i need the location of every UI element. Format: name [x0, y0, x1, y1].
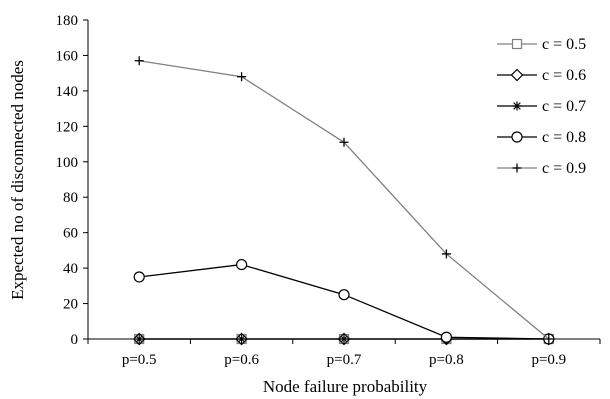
- y-tick-label: 60: [63, 226, 78, 242]
- legend-label: c = 0.9: [542, 160, 586, 177]
- y-tick-label: 80: [63, 190, 78, 206]
- legend-label: c = 0.5: [542, 36, 586, 53]
- x-tick-label: p=0.6: [224, 352, 259, 368]
- legend: c = 0.5 c = 0.6 c = 0.7 c = 0.8 c = 0.9: [497, 36, 586, 177]
- legend-entry: c = 0.9: [497, 160, 586, 177]
- data-point: [338, 289, 350, 301]
- y-tick-label: 100: [56, 155, 79, 171]
- data-point: [512, 101, 522, 111]
- y-tick-label: 160: [56, 48, 79, 64]
- y-tick-label: 40: [63, 261, 78, 277]
- data-point: [511, 38, 523, 50]
- data-point: [339, 137, 349, 147]
- legend-entry: c = 0.6: [497, 67, 586, 84]
- legend-label: c = 0.8: [542, 129, 586, 146]
- data-point: [133, 271, 145, 283]
- y-tick-label: 140: [56, 84, 79, 100]
- series-c-0-9: [134, 56, 554, 344]
- legend-entry: c = 0.8: [497, 129, 586, 146]
- data-point: [440, 331, 452, 343]
- data-point: [134, 56, 144, 66]
- legend-entry: c = 0.7: [497, 98, 586, 115]
- y-tick-label: 20: [63, 297, 78, 313]
- y-axis-title: Expected no of disconnected nodes: [8, 60, 27, 300]
- series-line: [139, 263, 549, 340]
- x-tick-label: p=0.8: [429, 352, 464, 368]
- data-point: [237, 72, 247, 82]
- y-tick-label: 180: [56, 13, 79, 29]
- data-point: [511, 131, 523, 143]
- y-tick-label: 120: [56, 119, 79, 135]
- data-point: [134, 334, 144, 344]
- legend-entry: c = 0.5: [497, 36, 586, 53]
- data-point: [544, 334, 554, 344]
- y-tick-label: 0: [71, 332, 79, 348]
- legend-label: c = 0.6: [542, 67, 586, 84]
- axes: 0 20 40 60 80 100 120 140 160 180 p=0.5 p=0.6 p=0.7 p…: [56, 13, 601, 368]
- data-point: [339, 334, 349, 344]
- legend-label: c = 0.7: [542, 98, 586, 115]
- data-point: [236, 258, 248, 271]
- data-point: [512, 163, 522, 173]
- series-c-0-7: [134, 334, 554, 344]
- data-point: [237, 334, 247, 344]
- x-tick-label: p=0.7: [327, 352, 362, 368]
- data-point: [510, 68, 524, 82]
- x-axis-title: Node failure probability: [263, 377, 428, 396]
- x-tick-label: p=0.5: [122, 352, 157, 368]
- data-point: [441, 249, 451, 259]
- series-layer: [132, 56, 556, 346]
- series-c-0-8: [133, 258, 555, 345]
- x-tick-label: p=0.9: [531, 352, 566, 368]
